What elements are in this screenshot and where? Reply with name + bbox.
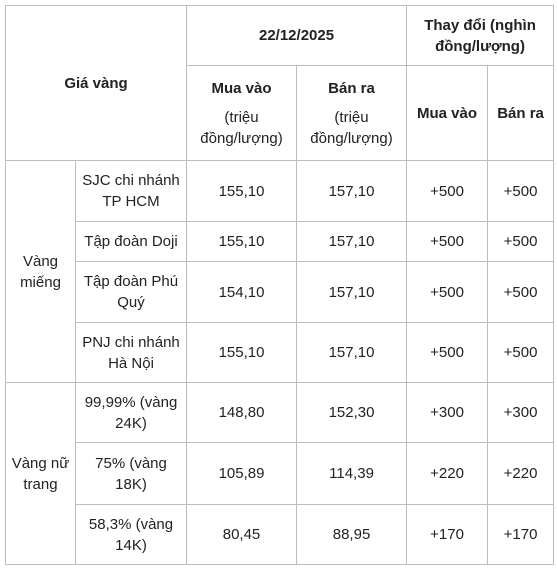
seller-name: 99,99% (vàng 24K) bbox=[74, 382, 188, 443]
change-sell: +300 bbox=[487, 382, 555, 443]
buy-price: 105,89 bbox=[186, 442, 298, 505]
group-label: Vàng nữ trang bbox=[5, 382, 76, 565]
buy-price: 154,10 bbox=[186, 261, 298, 323]
table-row: Tập đoàn Doji 155,10 157,10 +500 +500 bbox=[6, 221, 555, 262]
change-buy: +500 bbox=[406, 261, 489, 323]
buy-price: 148,80 bbox=[186, 382, 298, 443]
seller-name: 75% (vàng 18K) bbox=[74, 442, 188, 505]
header-change-sell: Bán ra bbox=[487, 65, 555, 161]
sell-price: 157,10 bbox=[296, 160, 408, 222]
sell-price: 157,10 bbox=[296, 221, 408, 262]
table-row: 58,3% (vàng 14K) 80,45 88,95 +170 +170 bbox=[6, 504, 555, 565]
change-buy: +220 bbox=[406, 442, 489, 505]
change-sell: +500 bbox=[487, 261, 555, 323]
table-row: Vàng miếng SJC chi nhánh TP HCM 155,10 1… bbox=[5, 160, 555, 383]
gold-price-table: Giá vàng 22/12/2025 Thay đổi (nghìn đồng… bbox=[4, 5, 555, 565]
header-sell: Bán ra (triệu đồng/lượng) bbox=[296, 65, 408, 161]
sell-price: 152,30 bbox=[296, 382, 408, 443]
header-buy: Mua vào (triệu đồng/lượng) bbox=[186, 65, 298, 161]
sell-price: 157,10 bbox=[296, 322, 408, 383]
seller-name: PNJ chi nhánh Hà Nội bbox=[74, 322, 188, 383]
buy-price: 155,10 bbox=[186, 160, 298, 222]
buy-price: 155,10 bbox=[186, 221, 298, 262]
change-buy: +500 bbox=[406, 322, 489, 383]
header-change: Thay đổi (nghìn đồng/lượng) bbox=[406, 5, 555, 66]
sell-price: 114,39 bbox=[296, 442, 408, 505]
change-sell: +500 bbox=[487, 221, 555, 262]
table-row: PNJ chi nhánh Hà Nội 155,10 157,10 +500 … bbox=[6, 322, 555, 383]
sell-price: 157,10 bbox=[296, 261, 408, 323]
header-sell-label: Bán ra bbox=[328, 79, 375, 97]
buy-price: 155,10 bbox=[186, 322, 298, 383]
seller-name: SJC chi nhánh TP HCM bbox=[74, 160, 188, 222]
change-sell: +500 bbox=[487, 160, 555, 222]
header-sell-unit: (triệu đồng/lượng) bbox=[310, 108, 393, 147]
table-row: Vàng nữ trang 99,99% (vàng 24K) 148,80 1… bbox=[5, 382, 555, 565]
change-buy: +500 bbox=[406, 221, 489, 262]
seller-name: 58,3% (vàng 14K) bbox=[74, 504, 188, 565]
header-gia-vang: Giá vàng bbox=[4, 5, 188, 161]
header-date: 22/12/2025 bbox=[186, 5, 408, 66]
change-sell: +220 bbox=[487, 442, 555, 505]
table-row: 75% (vàng 18K) 105,89 114,39 +220 +220 bbox=[6, 442, 555, 505]
change-buy: +170 bbox=[406, 504, 489, 565]
change-buy: +500 bbox=[406, 160, 489, 222]
sell-price: 88,95 bbox=[296, 504, 408, 565]
header-change-buy: Mua vào bbox=[406, 65, 489, 161]
seller-name: Tập đoàn Doji bbox=[74, 221, 188, 262]
buy-price: 80,45 bbox=[186, 504, 298, 565]
header-buy-unit: (triệu đồng/lượng) bbox=[200, 108, 283, 147]
change-sell: +170 bbox=[487, 504, 555, 565]
seller-name: Tập đoàn Phú Quý bbox=[74, 261, 188, 323]
change-sell: +500 bbox=[487, 322, 555, 383]
group-label: Vàng miếng bbox=[5, 160, 76, 383]
table-row: Tập đoàn Phú Quý 154,10 157,10 +500 +500 bbox=[6, 261, 555, 323]
header-buy-label: Mua vào bbox=[211, 79, 272, 97]
change-buy: +300 bbox=[406, 382, 489, 443]
